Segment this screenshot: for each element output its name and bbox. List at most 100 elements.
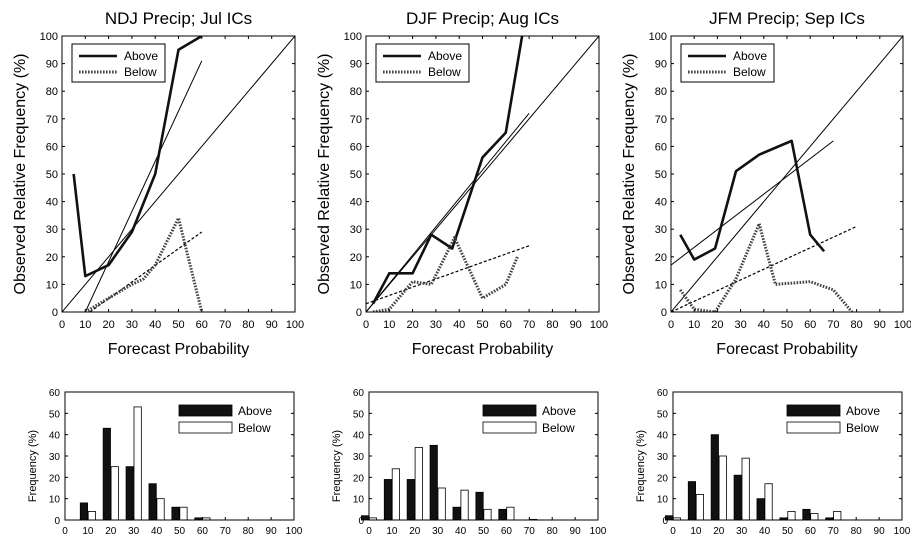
- x-tick-label: 50: [476, 319, 488, 331]
- y-tick-label: 60: [46, 141, 58, 153]
- x-tick-label: 70: [827, 319, 839, 331]
- legend-label-below: Below: [124, 65, 157, 79]
- x-tick-label: 80: [851, 526, 863, 537]
- x-tick-label: 90: [570, 319, 582, 331]
- fit-line-above: [84, 60, 203, 312]
- bar-below: [833, 511, 842, 521]
- y-axis-label: Frequency (%): [635, 430, 647, 502]
- x-axis-label: Forecast Probability: [412, 341, 553, 358]
- series-line-below: [84, 216, 204, 312]
- legend-box: [375, 43, 470, 83]
- y-tick-label: 30: [353, 452, 365, 463]
- legend: Above Below: [482, 404, 576, 435]
- legend-label-above: Above: [846, 404, 880, 418]
- bar-below: [414, 447, 423, 521]
- reliability-panel-3: JFM Precip; Sep ICs 0 10 20 30 40 50 60 70 80 90 10…: [621, 9, 911, 358]
- legend: Above Below: [375, 43, 470, 83]
- x-tick-label: 70: [220, 526, 232, 537]
- x-tick-label: 60: [197, 526, 209, 537]
- legend-label-below: Below: [846, 421, 879, 435]
- x-tick-label: 30: [126, 319, 138, 331]
- x-tick-label: 100: [894, 526, 911, 537]
- x-tick-label: 40: [149, 319, 161, 331]
- x-tick-label: 30: [432, 526, 444, 537]
- series-line-above: [679, 139, 826, 261]
- bar-above: [498, 508, 507, 521]
- diagonal-reference-line: [62, 36, 295, 312]
- bar-below: [741, 457, 750, 521]
- x-tick-label: 50: [172, 319, 184, 331]
- x-tick-label: 60: [804, 319, 816, 331]
- bar-below: [391, 468, 400, 521]
- x-tick-label: 0: [670, 526, 676, 537]
- bar-above: [102, 427, 111, 521]
- panel-title: NDJ Precip; Jul ICs: [105, 9, 252, 28]
- x-tick-label: 20: [409, 526, 421, 537]
- y-tick-label: 20: [353, 473, 365, 484]
- x-tick-label: 70: [523, 319, 535, 331]
- bar-above: [802, 508, 811, 521]
- y-tick-label: 10: [655, 279, 667, 291]
- y-tick-label: 60: [353, 388, 365, 399]
- x-tick-label: 60: [501, 526, 513, 537]
- bar-above: [429, 444, 438, 521]
- panel-title: DJF Precip; Aug ICs: [406, 9, 559, 28]
- legend-swatch-below: [482, 421, 537, 434]
- x-tick-label: 70: [524, 526, 536, 537]
- x-tick-label: 20: [102, 319, 114, 331]
- bar-below: [437, 487, 446, 521]
- x-tick-label: 90: [874, 526, 886, 537]
- series-line-above: [72, 36, 203, 278]
- y-tick-label: 80: [655, 86, 667, 98]
- y-tick-label: 30: [46, 224, 58, 236]
- x-tick-label: 40: [453, 319, 465, 331]
- y-tick-label: 0: [356, 307, 362, 319]
- x-tick-label: 100: [286, 319, 304, 331]
- x-tick-label: 90: [266, 319, 278, 331]
- x-tick-label: 60: [500, 319, 512, 331]
- panel-title: JFM Precip; Sep ICs: [709, 9, 865, 28]
- y-tick-label: 10: [350, 279, 362, 291]
- bar-below: [460, 489, 469, 521]
- x-tick-label: 30: [736, 526, 748, 537]
- legend-label-below: Below: [733, 65, 766, 79]
- y-tick-label: 70: [350, 114, 362, 126]
- bar-above: [406, 479, 415, 521]
- x-tick-label: 40: [151, 526, 163, 537]
- y-tick-label: 90: [46, 59, 58, 71]
- y-tick-label: 40: [657, 431, 669, 442]
- y-axis-label: Observed Relative Frequency (%): [316, 54, 333, 295]
- bar-below: [810, 513, 819, 521]
- x-axis-label: Forecast Probability: [108, 341, 249, 358]
- legend-label-above: Above: [238, 404, 272, 418]
- histogram-panel-3: 0 10 20 30 40 50 60 70 80 90 100 0 10 20 30 40 50 60 Frequ…: [635, 388, 911, 537]
- legend: Above Below: [786, 404, 880, 435]
- y-tick-label: 20: [655, 252, 667, 264]
- legend-label-above: Above: [428, 49, 462, 63]
- y-tick-label: 50: [46, 169, 58, 181]
- x-tick-label: 40: [758, 319, 770, 331]
- fit-line-below: [89, 231, 203, 312]
- bar-above: [475, 491, 484, 521]
- legend-swatch-below: [178, 421, 233, 434]
- x-tick-label: 70: [828, 526, 840, 537]
- x-tick-label: 80: [546, 319, 558, 331]
- y-tick-label: 0: [54, 516, 60, 527]
- x-tick-label: 70: [219, 319, 231, 331]
- y-tick-label: 40: [46, 197, 58, 209]
- y-tick-label: 50: [655, 169, 667, 181]
- x-tick-label: 20: [105, 526, 117, 537]
- x-tick-label: 0: [59, 319, 65, 331]
- legend-label-above: Above: [733, 49, 767, 63]
- bar-above: [452, 506, 461, 521]
- x-tick-label: 90: [570, 526, 582, 537]
- histogram-panel-1: 0 10 20 30 40 50 60 70 80 90 100 0 10 20 30 40 50 60 Frequ…: [27, 388, 303, 537]
- y-tick-label: 50: [49, 409, 61, 420]
- y-tick-label: 40: [353, 431, 365, 442]
- bar-above: [710, 434, 719, 521]
- x-tick-label: 20: [713, 526, 725, 537]
- diagonal-reference-line: [366, 36, 599, 312]
- legend-label-above: Above: [542, 404, 576, 418]
- y-tick-label: 0: [661, 307, 667, 319]
